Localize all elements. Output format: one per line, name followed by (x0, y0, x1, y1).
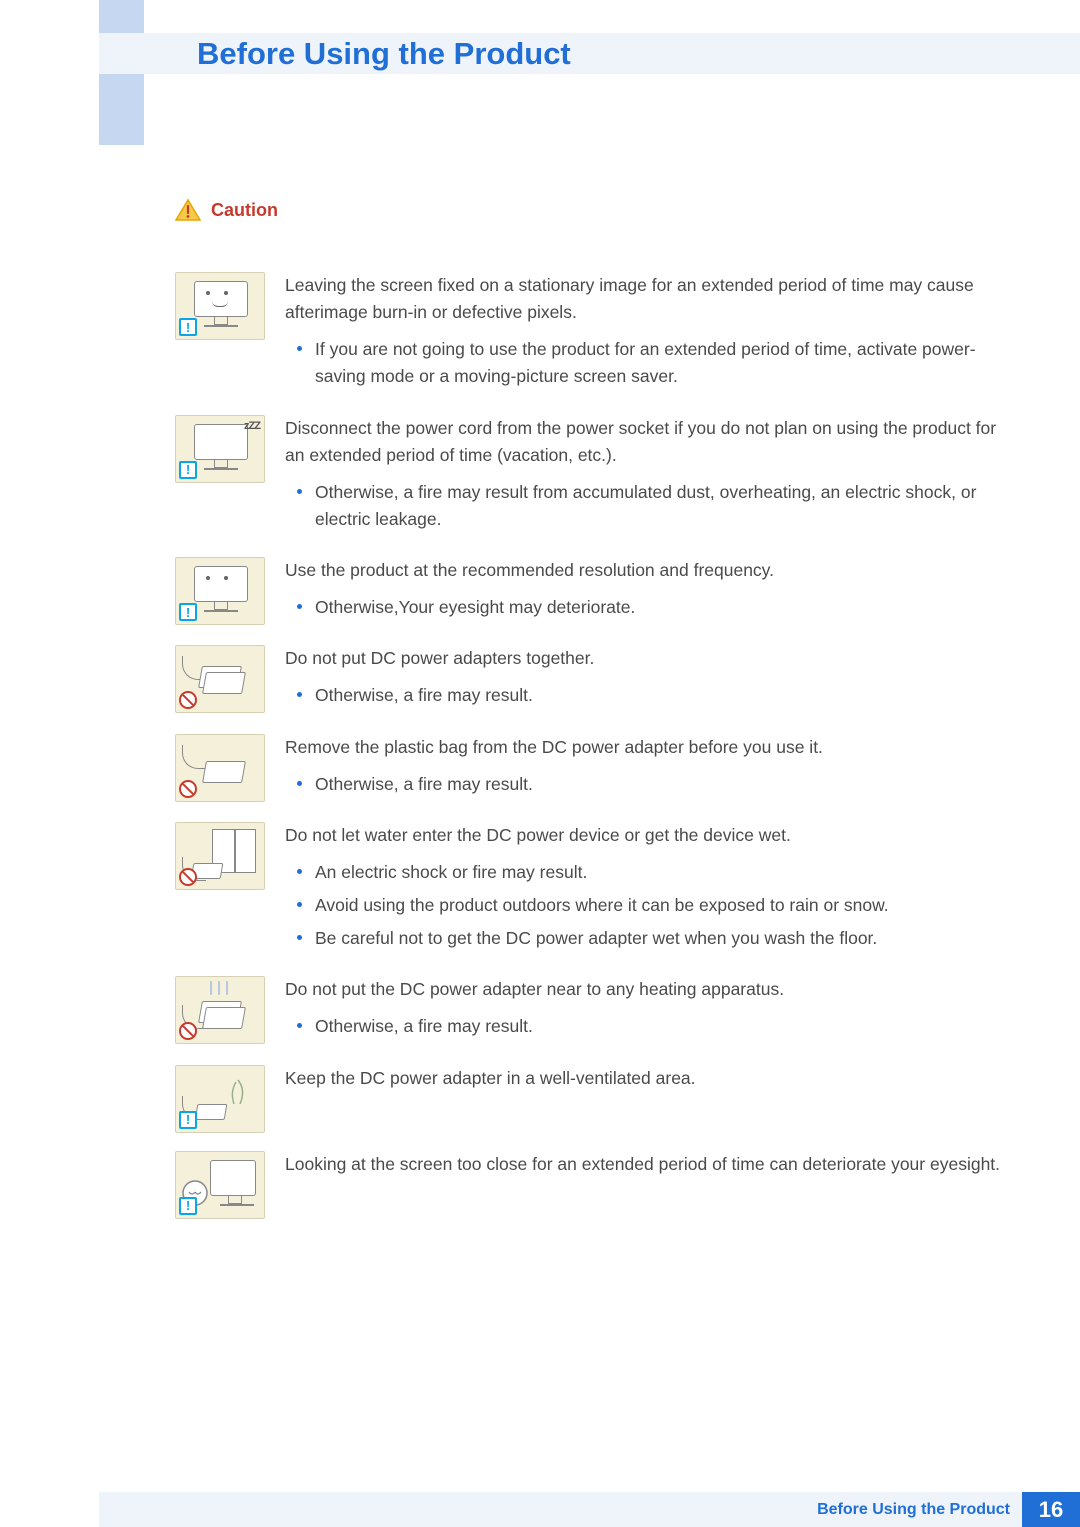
caution-section: Do not let water enter the DC power devi… (175, 822, 1008, 959)
caution-section: Keep the DC power adapter in a well-vent… (175, 1065, 1008, 1133)
section-text: Looking at the screen too close for an e… (285, 1151, 1008, 1188)
bullet-item: Avoid using the product outdoors where i… (315, 892, 1008, 919)
prohibit-badge-icon (179, 780, 197, 798)
title-bar: Before Using the Product (99, 33, 1080, 74)
thumbnail-illustration (175, 1151, 265, 1219)
page-title: Before Using the Product (197, 36, 571, 72)
thumbnail-illustration (175, 822, 265, 890)
bullet-item: If you are not going to use the product … (315, 336, 1008, 390)
bullet-item: Otherwise, a fire may result. (315, 1013, 1008, 1040)
info-badge-icon (179, 461, 197, 479)
thumbnail-illustration (175, 1065, 265, 1133)
section-thumbnail (175, 557, 265, 625)
bullet-item: Be careful not to get the DC power adapt… (315, 925, 1008, 952)
info-badge-icon (179, 318, 197, 336)
section-lead: Keep the DC power adapter in a well-vent… (285, 1065, 1008, 1092)
section-thumbnail (175, 272, 265, 340)
section-bullets: Otherwise, a fire may result. (285, 771, 1008, 798)
section-lead: Looking at the screen too close for an e… (285, 1151, 1008, 1178)
section-thumbnail: zZZ (175, 415, 265, 483)
section-lead: Leaving the screen fixed on a stationary… (285, 272, 1008, 326)
section-text: Leaving the screen fixed on a stationary… (285, 272, 1008, 397)
section-text: Disconnect the power cord from the power… (285, 415, 1008, 540)
section-bullets: Otherwise, a fire may result. (285, 1013, 1008, 1040)
caution-section: Do not put DC power adapters together. Ot… (175, 645, 1008, 715)
bullet-item: Otherwise, a fire may result. (315, 771, 1008, 798)
caution-section: Do not put the DC power adapter near to … (175, 976, 1008, 1046)
bullet-item: Otherwise, a fire may result. (315, 682, 1008, 709)
section-thumbnail (175, 822, 265, 890)
thumbnail-illustration (175, 976, 265, 1044)
section-lead: Do not let water enter the DC power devi… (285, 822, 1008, 849)
prohibit-badge-icon (179, 868, 197, 886)
caution-section: Leaving the screen fixed on a stationary… (175, 272, 1008, 397)
caution-heading: Caution (175, 198, 1008, 222)
bullet-item: An electric shock or fire may result. (315, 859, 1008, 886)
caution-icon (175, 198, 201, 222)
section-lead: Remove the plastic bag from the DC power… (285, 734, 1008, 761)
content-area: Caution Leaving the screen fixed on a st… (175, 198, 1008, 1237)
section-thumbnail (175, 976, 265, 1044)
section-thumbnail (175, 1065, 265, 1133)
thumbnail-illustration (175, 272, 265, 340)
section-bullets: Otherwise,Your eyesight may deteriorate. (285, 594, 1008, 621)
footer-label: Before Using the Product (817, 1501, 1010, 1519)
section-bullets: An electric shock or fire may result. Avo… (285, 859, 1008, 952)
caution-section: Looking at the screen too close for an e… (175, 1151, 1008, 1219)
caution-section: Remove the plastic bag from the DC power… (175, 734, 1008, 804)
prohibit-badge-icon (179, 691, 197, 709)
prohibit-badge-icon (179, 1022, 197, 1040)
info-badge-icon (179, 1111, 197, 1129)
section-text: Use the product at the recommended resol… (285, 557, 1008, 627)
section-bullets: If you are not going to use the product … (285, 336, 1008, 390)
section-thumbnail (175, 645, 265, 713)
section-thumbnail (175, 734, 265, 802)
thumbnail-illustration (175, 645, 265, 713)
footer-bar: Before Using the Product 16 (99, 1492, 1080, 1527)
info-badge-icon (179, 1197, 197, 1215)
section-text: Do not put the DC power adapter near to … (285, 976, 1008, 1046)
section-bullets: Otherwise, a fire may result. (285, 682, 1008, 709)
section-text: Do not put DC power adapters together. Ot… (285, 645, 1008, 715)
section-text: Keep the DC power adapter in a well-vent… (285, 1065, 1008, 1102)
section-thumbnail (175, 1151, 265, 1219)
info-badge-icon (179, 603, 197, 621)
section-bullets: Otherwise, a fire may result from accumu… (285, 479, 1008, 533)
thumbnail-illustration (175, 734, 265, 802)
section-text: Do not let water enter the DC power devi… (285, 822, 1008, 959)
section-lead: Do not put the DC power adapter near to … (285, 976, 1008, 1003)
section-lead: Disconnect the power cord from the power… (285, 415, 1008, 469)
bullet-item: Otherwise,Your eyesight may deteriorate. (315, 594, 1008, 621)
section-lead: Use the product at the recommended resol… (285, 557, 1008, 584)
caution-section: Use the product at the recommended resol… (175, 557, 1008, 627)
bullet-item: Otherwise, a fire may result from accumu… (315, 479, 1008, 533)
caution-section: zZZ Disconnect the power cord from the po… (175, 415, 1008, 540)
section-text: Remove the plastic bag from the DC power… (285, 734, 1008, 804)
thumbnail-illustration: zZZ (175, 415, 265, 483)
section-lead: Do not put DC power adapters together. (285, 645, 1008, 672)
page-number: 16 (1022, 1492, 1080, 1527)
thumbnail-illustration (175, 557, 265, 625)
caution-label: Caution (211, 200, 278, 221)
